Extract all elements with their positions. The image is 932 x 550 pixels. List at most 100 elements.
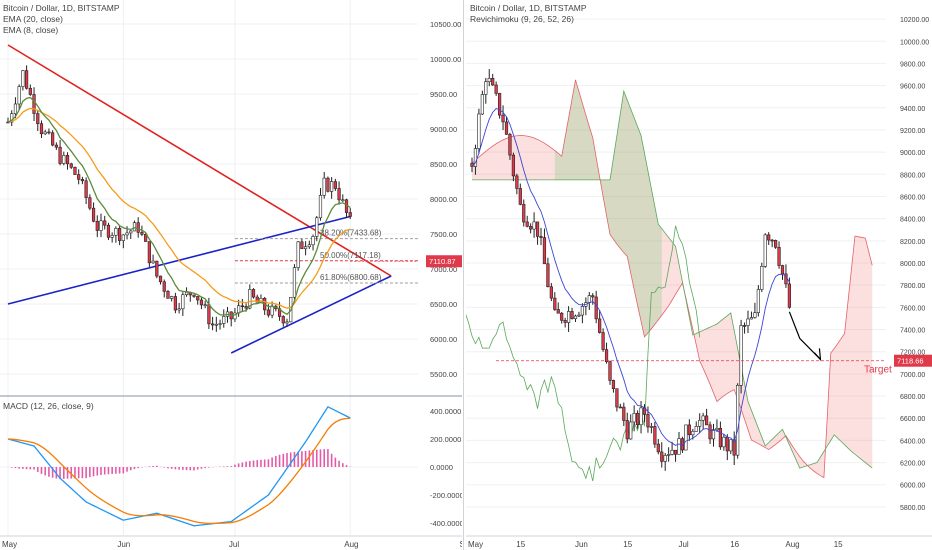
candle-body bbox=[508, 134, 512, 156]
candle-body bbox=[24, 70, 29, 89]
candle-body bbox=[698, 419, 702, 427]
candle-body bbox=[196, 296, 200, 301]
candle-body bbox=[629, 421, 633, 440]
macd-axis-label: 200.0000 bbox=[430, 435, 461, 444]
price-axis-label: 8600.00 bbox=[900, 194, 925, 201]
chart-divider bbox=[463, 0, 464, 550]
candle-body bbox=[292, 267, 297, 298]
candle-body bbox=[742, 325, 747, 327]
candle-body bbox=[17, 86, 21, 105]
candle-body bbox=[103, 220, 107, 226]
candle-body bbox=[625, 420, 629, 440]
left-chart-panel[interactable]: 10500.00 10000.00 9500.00 9000.00 8500.00 800… bbox=[0, 0, 462, 550]
candle-body bbox=[170, 296, 174, 299]
candle-body bbox=[285, 321, 289, 324]
price-axis-label: 7500.00 bbox=[430, 230, 457, 239]
candle-body bbox=[660, 451, 664, 462]
candle-body bbox=[484, 81, 488, 95]
candle-body bbox=[177, 308, 181, 311]
candle-body bbox=[136, 222, 140, 233]
candle-body bbox=[556, 309, 560, 314]
candle-body bbox=[677, 438, 681, 455]
candle-body bbox=[21, 70, 25, 87]
candle-body bbox=[646, 414, 650, 428]
target-arrowhead bbox=[814, 348, 822, 362]
signal-line bbox=[7, 417, 351, 525]
kumo-cloud-bullish bbox=[554, 79, 662, 337]
candle-body bbox=[511, 154, 515, 177]
candle-body bbox=[173, 296, 178, 311]
candle-body bbox=[303, 246, 308, 250]
price-axis-label: 9000.00 bbox=[430, 125, 457, 134]
candle-body bbox=[777, 246, 781, 266]
candle-body bbox=[767, 234, 771, 241]
candle-body bbox=[539, 236, 543, 238]
price-axis-label: 9500.00 bbox=[430, 90, 457, 99]
candle-body bbox=[691, 431, 695, 436]
candle-body bbox=[181, 294, 185, 310]
candle-body bbox=[546, 263, 550, 288]
candle-body bbox=[636, 413, 640, 426]
candle-body bbox=[54, 144, 58, 148]
candle-body bbox=[708, 424, 712, 440]
right-chart-canvas[interactable]: 10200.00 10000.00 9800.00 9600.00 9400.00 920… bbox=[466, 0, 932, 550]
macd-legend: MACD (12, 26, close, 9) bbox=[3, 401, 94, 411]
candle-body bbox=[199, 299, 204, 306]
candle-body bbox=[95, 220, 99, 231]
candle-body bbox=[255, 296, 259, 303]
candle-body bbox=[73, 166, 77, 175]
candle-body bbox=[532, 221, 536, 230]
candle-body bbox=[281, 316, 285, 324]
candle-body bbox=[494, 84, 498, 94]
candle-body bbox=[497, 93, 502, 116]
price-axis-label: 9200.00 bbox=[900, 128, 925, 135]
senkou-span-b bbox=[472, 89, 873, 469]
ema8-line bbox=[7, 96, 351, 317]
candle-body bbox=[725, 436, 729, 452]
left-chart-canvas[interactable]: 10500.00 10000.00 9500.00 9000.00 8500.00 800… bbox=[0, 0, 462, 550]
left-legend: Bitcoin / Dollar, 1D, BITSTAMP EMA (20, … bbox=[3, 3, 120, 36]
price-axis-label: 8200.00 bbox=[900, 239, 925, 246]
candle-body bbox=[577, 314, 581, 317]
candle-body bbox=[553, 297, 557, 310]
candle-body bbox=[763, 234, 767, 267]
candle-body bbox=[491, 78, 495, 86]
candle-body bbox=[780, 265, 785, 275]
ema20-line bbox=[7, 107, 351, 309]
candle-body bbox=[542, 237, 547, 265]
candle-body bbox=[732, 439, 736, 456]
time-axis-label: Aug bbox=[785, 540, 799, 549]
price-axis-label: 6400.00 bbox=[900, 438, 925, 445]
candle-body bbox=[594, 296, 598, 320]
tenkan-line bbox=[471, 108, 790, 446]
price-axis-label: 9600.00 bbox=[900, 84, 925, 91]
candle-body bbox=[687, 424, 691, 436]
candle-body bbox=[315, 217, 319, 237]
candle-body bbox=[155, 260, 159, 277]
fib-level-label: 61.80%(6800.68) bbox=[320, 273, 382, 282]
senkou-span-a bbox=[471, 79, 873, 479]
candle-body bbox=[233, 312, 237, 320]
candle-body bbox=[266, 309, 271, 316]
price-axis-label: 5800.00 bbox=[900, 505, 925, 512]
price-axis-label: 9000.00 bbox=[900, 150, 925, 157]
right-chart-panel[interactable]: 10200.00 10000.00 9800.00 9600.00 9400.00 920… bbox=[466, 0, 932, 550]
candle-body bbox=[601, 332, 605, 350]
time-axis-label: 16 bbox=[730, 540, 739, 549]
candle-body bbox=[656, 443, 660, 453]
price-axis-label: 7600.00 bbox=[900, 305, 925, 312]
target-label: Target bbox=[864, 365, 892, 376]
candle-body bbox=[632, 413, 636, 423]
time-axis-label: Jul bbox=[229, 540, 239, 549]
candle-body bbox=[140, 232, 144, 235]
price-axis-label: 7400.00 bbox=[900, 328, 925, 335]
candle-body bbox=[337, 188, 341, 201]
candle-body bbox=[622, 406, 626, 421]
candle-body bbox=[84, 180, 88, 198]
candle-body bbox=[296, 241, 300, 268]
fib-level-label: 38.20%(7433.68) bbox=[320, 229, 382, 238]
candle-body bbox=[501, 114, 505, 123]
candle-body bbox=[65, 154, 70, 165]
price-axis-label: 10000.00 bbox=[430, 55, 461, 64]
candle-body bbox=[663, 455, 667, 462]
